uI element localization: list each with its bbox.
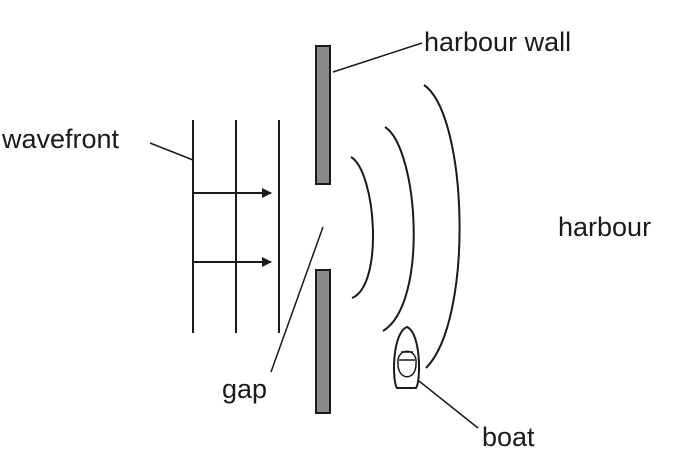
diffracted-wavefront-2 [382,126,415,332]
diffracted-wavefront-3 [423,84,461,369]
wavefront-label: wavefront [1,124,120,154]
gap-leader-line [270,226,324,373]
harbour-wall-label: harbour wall [424,27,571,57]
harbour-wall-leader-line [332,42,423,73]
boat-leader-line [418,380,479,429]
harbour-wall-lower [315,269,331,414]
boat-label: boat [482,422,535,452]
harbour-label: harbour [558,212,651,242]
boat-icon [393,325,420,389]
gap-label: gap [222,374,267,404]
harbour-wall-upper [315,45,331,185]
wavefront-leader-line [149,142,194,161]
diffracted-wavefront-1 [350,156,374,299]
